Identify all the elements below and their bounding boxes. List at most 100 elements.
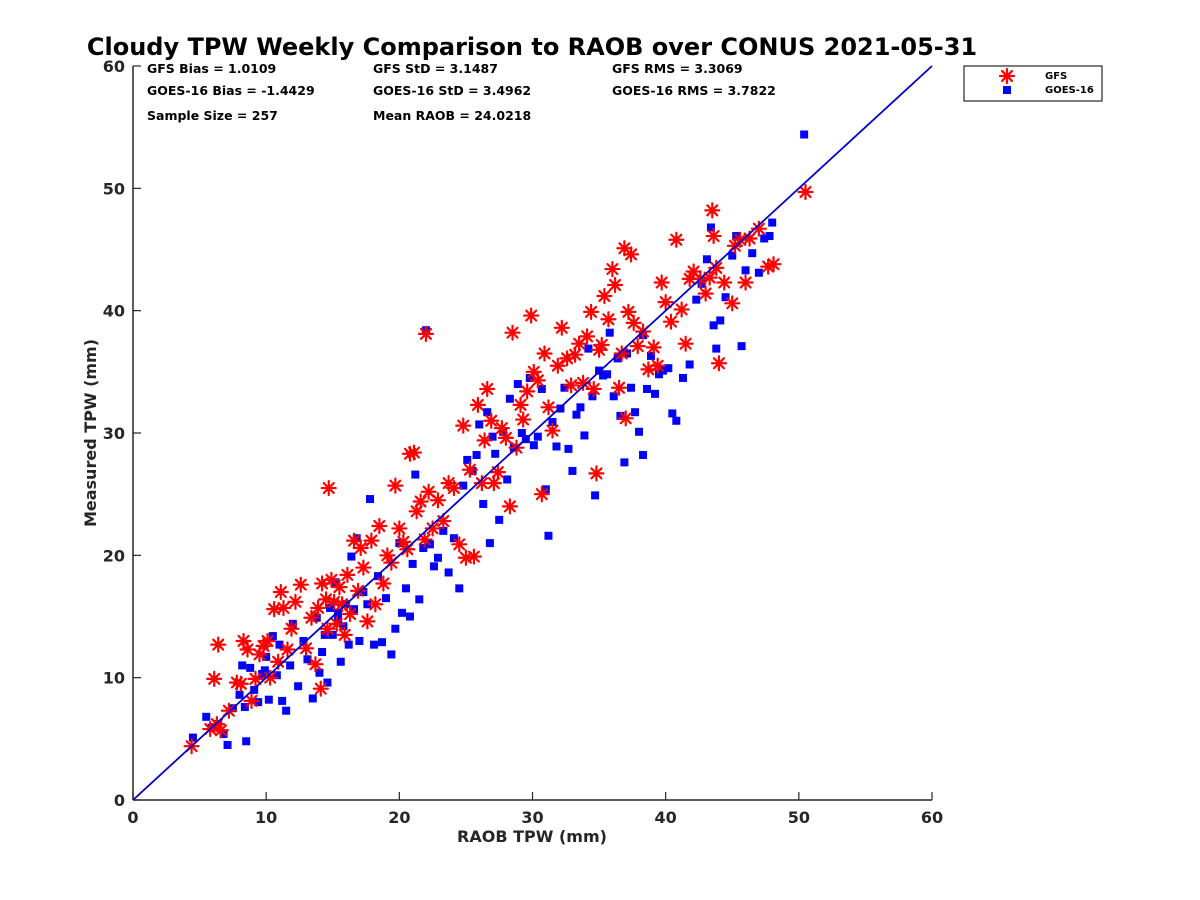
goes-point: [318, 647, 327, 656]
goes-point: [308, 694, 317, 703]
gfs-point: [716, 274, 733, 291]
goes-point: [303, 655, 312, 664]
gfs-point: [710, 355, 728, 372]
goes-point: [580, 431, 589, 440]
goes-point: [278, 696, 287, 705]
goes-point: [339, 622, 348, 631]
legend-gfs-marker-shape: [998, 67, 1016, 85]
gfs-point: [549, 357, 566, 374]
goes-point: [459, 481, 468, 490]
gfs-point: [451, 536, 468, 553]
goes-point: [344, 640, 353, 649]
gfs-point: [455, 417, 472, 434]
goes-point: [591, 491, 600, 500]
gfs-point: [593, 336, 610, 354]
gfs-point: [417, 325, 435, 343]
goes-point: [533, 432, 542, 441]
goes-point: [238, 661, 247, 670]
goes-point: [288, 619, 297, 628]
gfs-point: [585, 380, 602, 398]
goes-point: [548, 417, 557, 426]
goes-point: [223, 740, 232, 749]
gfs-point: [497, 429, 514, 446]
goes-point: [328, 630, 337, 639]
gfs-point: [476, 432, 493, 449]
gfs-point: [657, 294, 674, 311]
goes-point: [488, 432, 497, 441]
goes-point: [721, 293, 730, 302]
goes-point: [595, 366, 604, 375]
gfs-point: [375, 575, 392, 592]
axis-ticks: 0 10 20 30 40 50 60 0 10 20 30 40 50 60: [103, 57, 943, 827]
gfs-point: [355, 559, 372, 576]
goes-point: [323, 678, 332, 687]
goes-point: [264, 695, 273, 704]
stat-sample-size: Sample Size = 257: [147, 108, 278, 123]
goes-point: [408, 559, 417, 568]
gfs-point: [247, 670, 264, 687]
gfs-point: [483, 412, 500, 429]
goes-point: [433, 553, 442, 562]
goes-point: [286, 661, 295, 670]
goes-point: [429, 562, 438, 571]
goes-point: [627, 383, 636, 392]
gfs-point: [243, 692, 260, 710]
one-to-one-reference-line: [132, 65, 933, 801]
y-tick-label: 20: [103, 546, 125, 565]
gfs-point: [600, 311, 617, 328]
gfs-point: [578, 328, 596, 345]
gfs-point: [272, 583, 289, 601]
goes-point: [505, 394, 514, 403]
y-axis-label: Measured TPW (mm): [81, 339, 100, 527]
goes-point: [483, 408, 492, 417]
legend: GFS GOES-16: [963, 65, 1103, 102]
goes-point: [382, 594, 391, 603]
gfs-point: [331, 579, 348, 596]
goes-point: [754, 268, 763, 277]
goes-point: [260, 666, 269, 675]
goes-point: [294, 682, 303, 691]
goes-point: [616, 411, 625, 420]
gfs-point: [345, 532, 363, 549]
gfs-point: [399, 541, 416, 558]
goes-point: [564, 444, 573, 453]
data-marks: [183, 130, 814, 755]
goes-point: [643, 384, 652, 393]
goes-point: [525, 373, 534, 382]
goes-point: [463, 455, 472, 464]
gfs-point: [469, 396, 487, 413]
goes-point: [760, 234, 769, 243]
goes-point: [449, 534, 458, 543]
gfs-point: [588, 465, 605, 482]
gfs-point: [662, 313, 680, 330]
goes-point: [479, 499, 488, 508]
gfs-point: [677, 335, 694, 352]
legend-gfs-asterisk-marker: [998, 67, 1016, 85]
goes-point: [748, 249, 757, 258]
gfs-point: [416, 531, 433, 548]
goes-point: [336, 657, 345, 666]
goes-point: [631, 408, 640, 417]
goes-point: [419, 543, 428, 552]
goes-point: [395, 539, 404, 548]
gfs-point: [349, 582, 367, 599]
goes-point: [800, 130, 809, 139]
gfs-point: [582, 303, 600, 320]
gfs-point: [613, 345, 630, 362]
goes-point: [444, 568, 453, 577]
gfs-point: [336, 626, 353, 643]
goes-point: [401, 584, 410, 593]
y-tick-label: 10: [103, 669, 125, 688]
gfs-point: [604, 260, 621, 278]
goes-point: [415, 595, 424, 604]
chart-title: Cloudy TPW Weekly Comparison to RAOB ove…: [87, 33, 977, 61]
goes-point: [572, 410, 581, 419]
gfs-point: [489, 464, 506, 481]
goes-point: [334, 616, 343, 625]
gfs-point: [563, 377, 580, 394]
goes-point: [651, 389, 660, 398]
gfs-point: [429, 492, 447, 509]
gfs-point: [312, 680, 329, 697]
goes-point: [706, 223, 715, 232]
